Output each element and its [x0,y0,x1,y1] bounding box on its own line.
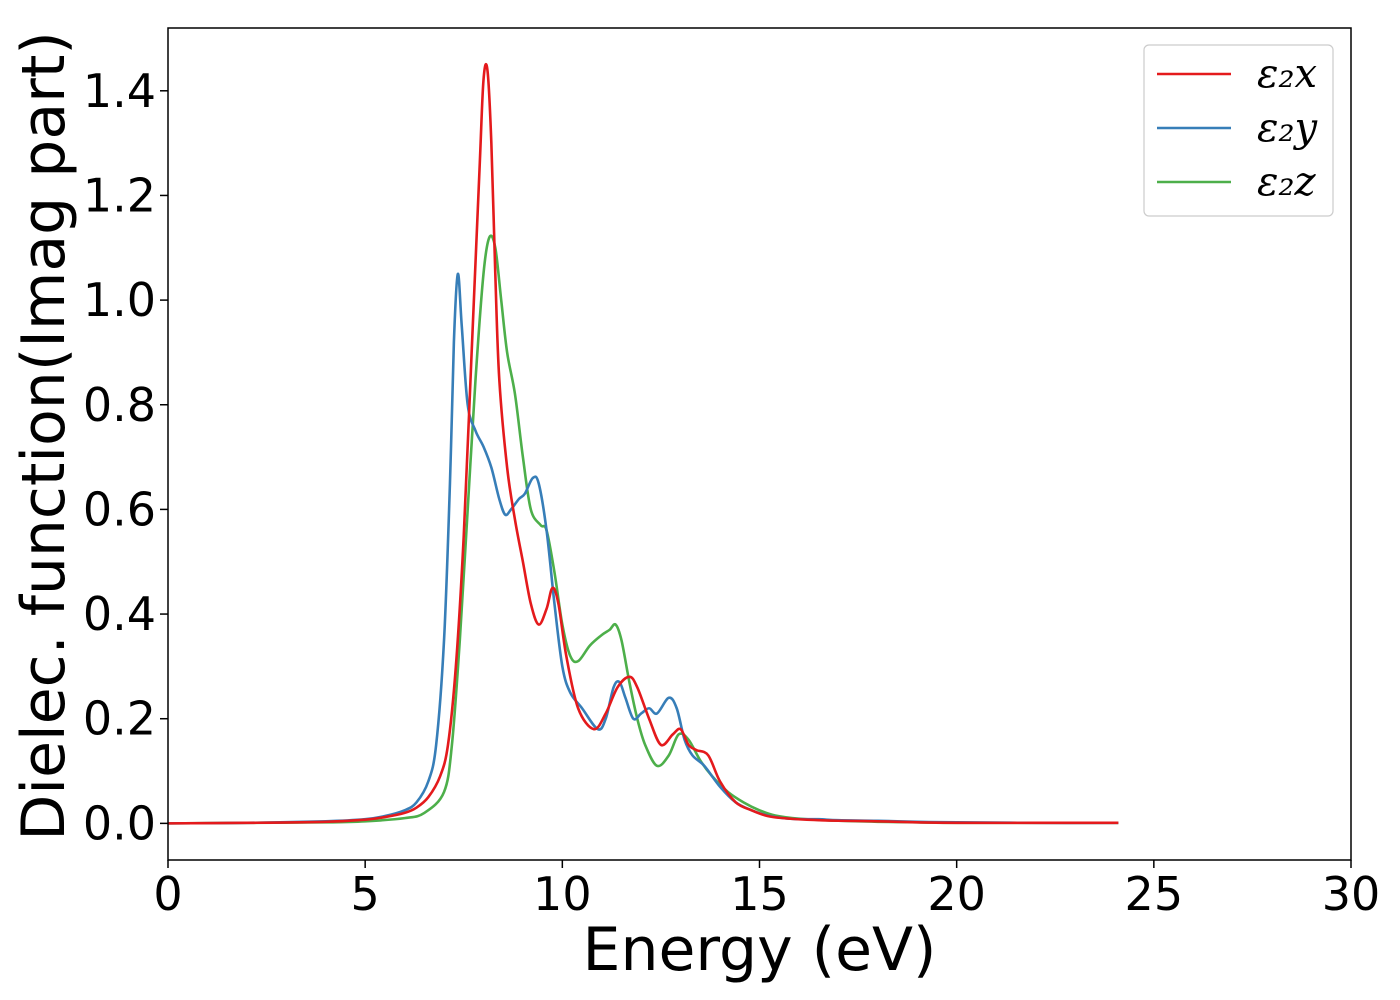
y-tick-label: 1.2 [83,168,156,222]
y-tick-label: 0.4 [83,587,156,641]
x-tick-label: 15 [730,867,789,921]
x-tick-label: 5 [351,867,380,921]
y-tick-label: 0.6 [83,482,156,536]
x-tick-label: 25 [1125,867,1184,921]
x-tick-label: 20 [927,867,986,921]
legend-box [1143,44,1334,217]
x-axis-ticks: 0 5 10 15 20 25 30 [153,860,1380,921]
series-line-3 [167,234,1119,825]
x-tick-label: 0 [153,867,182,921]
y-tick-label: 1.0 [83,273,156,327]
y-tick-label: 1.4 [83,64,156,118]
x-axis-label: Energy (eV) [583,915,937,985]
y-tick-label: 0.0 [83,796,156,850]
x-tick-label: 10 [533,867,592,921]
legend: ε₂x ε₂y ε₂z [1143,44,1334,217]
y-tick-label: 0.2 [83,692,156,746]
y-axis-label: Dielec. function(Imag part) [9,31,79,841]
y-axis-ticks: 0.0 0.2 0.4 0.6 0.8 1.0 1.2 1.4 [83,64,168,850]
series-line-1 [167,62,1119,825]
x-tick-label: 30 [1322,867,1381,921]
plot-lines [167,62,1119,825]
legend-label-2: ε₂y [1257,105,1319,151]
legend-label-1: ε₂x [1257,51,1317,97]
y-tick-label: 0.8 [83,378,156,432]
legend-label-3: ε₂z [1257,159,1317,205]
